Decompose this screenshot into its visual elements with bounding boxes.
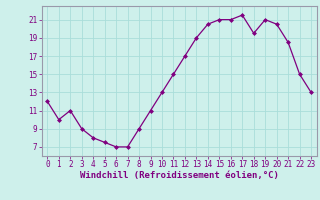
X-axis label: Windchill (Refroidissement éolien,°C): Windchill (Refroidissement éolien,°C)	[80, 171, 279, 180]
